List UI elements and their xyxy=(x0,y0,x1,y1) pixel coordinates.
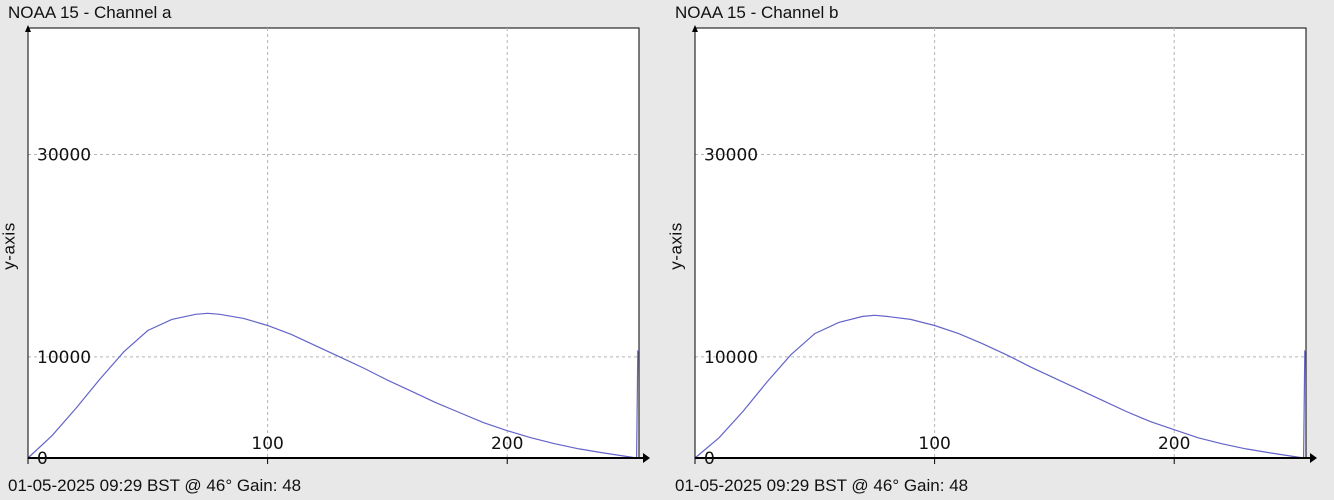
x-tick-label: 100 xyxy=(918,434,950,454)
y-axis-arrow xyxy=(692,25,698,32)
x-axis-arrow xyxy=(643,453,650,463)
plot-area xyxy=(27,27,640,459)
chart-title: NOAA 15 - Channel b xyxy=(675,3,839,22)
x-axis-arrow xyxy=(1310,453,1317,463)
y-tick-label: 30000 xyxy=(37,145,91,165)
y-tick-label: 0 xyxy=(37,449,48,469)
x-tick-label: 200 xyxy=(491,434,523,454)
chart-footer: 01-05-2025 09:29 BST @ 46° Gain: 48 xyxy=(675,476,969,495)
y-tick-label: 30000 xyxy=(704,145,758,165)
chart-title: NOAA 15 - Channel a xyxy=(8,3,172,22)
y-tick-label: 0 xyxy=(704,449,715,469)
chart-footer: 01-05-2025 09:29 BST @ 46° Gain: 48 xyxy=(8,476,302,495)
x-tick-label: 200 xyxy=(1158,434,1190,454)
chart-panel-b: NOAA 15 - Channel b y-axis 100 200 0 10000 3… xyxy=(667,0,1334,500)
plot-area xyxy=(694,27,1307,459)
chart-plot-a: 100 200 0 10000 30000 xyxy=(25,25,650,469)
y-axis-arrow xyxy=(25,25,31,32)
series-line xyxy=(694,314,1306,459)
x-tick-label: 100 xyxy=(251,434,283,454)
y-tick-label: 10000 xyxy=(704,348,758,368)
chart-panel-a: NOAA 15 - Channel a y-axis 100 200 0 10000 3… xyxy=(0,3,650,495)
series-line xyxy=(27,312,639,459)
chart-plot-b: 100 200 0 10000 30000 xyxy=(692,25,1317,469)
y-tick-label: 10000 xyxy=(37,348,91,368)
